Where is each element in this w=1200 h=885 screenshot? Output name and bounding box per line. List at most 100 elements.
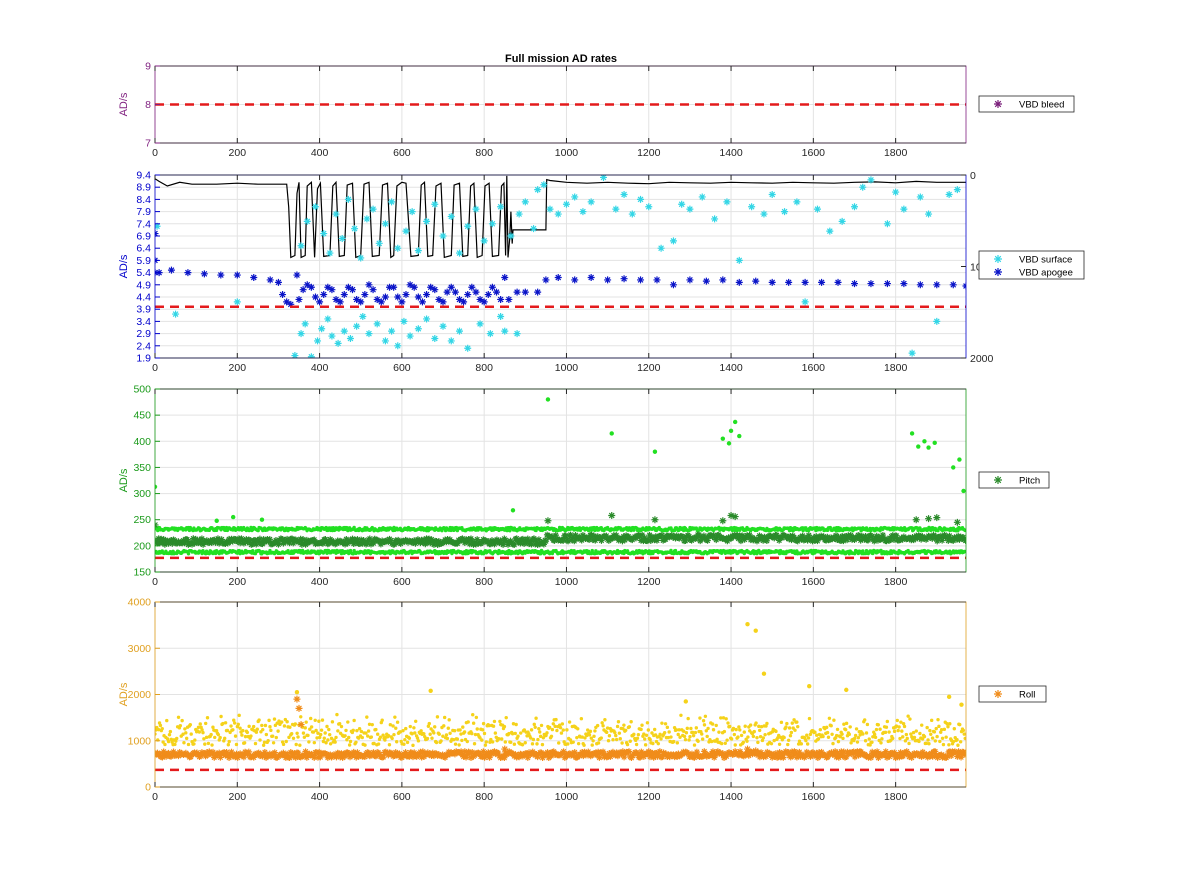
band-point bbox=[460, 738, 464, 743]
legend-marker-icon bbox=[994, 476, 1002, 484]
band-point bbox=[452, 737, 456, 742]
band-point bbox=[390, 736, 394, 741]
band-point bbox=[901, 735, 905, 739]
series-point bbox=[618, 751, 625, 758]
band-point bbox=[281, 742, 286, 747]
band-point bbox=[677, 728, 681, 732]
series-point bbox=[460, 298, 468, 306]
band-point bbox=[861, 549, 865, 553]
series-point bbox=[462, 754, 470, 761]
band-point bbox=[673, 548, 678, 553]
band-point bbox=[493, 731, 498, 735]
band-point bbox=[269, 728, 273, 733]
y-tick-label: 8 bbox=[145, 99, 151, 111]
band-point bbox=[613, 730, 617, 735]
series-point bbox=[796, 534, 804, 541]
series-point bbox=[486, 330, 494, 338]
series-point bbox=[933, 514, 941, 522]
band-point bbox=[763, 732, 767, 737]
band-point bbox=[536, 737, 540, 742]
series-point bbox=[423, 217, 431, 225]
series-point bbox=[447, 283, 455, 291]
band-point bbox=[324, 741, 328, 745]
series-point bbox=[199, 541, 207, 548]
band-point bbox=[226, 743, 231, 747]
series-point bbox=[406, 281, 414, 289]
band-point bbox=[223, 736, 227, 741]
band-point bbox=[936, 717, 940, 722]
series-point bbox=[398, 298, 406, 306]
series-point bbox=[752, 747, 760, 755]
series-point bbox=[818, 278, 826, 286]
band-point bbox=[650, 731, 654, 735]
band-point bbox=[316, 731, 320, 735]
series-point bbox=[870, 751, 877, 759]
series-point bbox=[756, 753, 764, 761]
x-tick-label: 1400 bbox=[719, 791, 743, 803]
series-point bbox=[464, 222, 472, 230]
band-point bbox=[621, 727, 625, 731]
band-point bbox=[760, 738, 765, 743]
series-point bbox=[530, 225, 538, 233]
band-point bbox=[651, 741, 655, 746]
band-point bbox=[378, 735, 383, 739]
series-point bbox=[785, 278, 793, 286]
series-point bbox=[830, 750, 838, 758]
band-point bbox=[202, 737, 206, 741]
series-point bbox=[702, 277, 710, 285]
series-point bbox=[698, 193, 706, 201]
series-point bbox=[851, 753, 859, 761]
series-point bbox=[398, 754, 406, 761]
series-point bbox=[303, 217, 311, 225]
band-point bbox=[196, 725, 201, 730]
band-point bbox=[545, 731, 549, 735]
band-point bbox=[363, 743, 367, 747]
band-point bbox=[243, 734, 248, 739]
series-point bbox=[785, 749, 792, 756]
band-point bbox=[308, 716, 313, 721]
series-point bbox=[214, 535, 222, 542]
series-point bbox=[225, 754, 233, 761]
band-point bbox=[958, 722, 962, 727]
series-point bbox=[493, 288, 501, 296]
series-point bbox=[223, 748, 230, 756]
band-point bbox=[908, 717, 912, 721]
band-point bbox=[186, 552, 191, 556]
series-point bbox=[483, 752, 491, 759]
series-point bbox=[267, 753, 275, 760]
series-point bbox=[762, 753, 770, 760]
series-point bbox=[519, 535, 527, 543]
band-point bbox=[925, 725, 929, 730]
series-point bbox=[317, 753, 324, 761]
band-point bbox=[785, 721, 789, 726]
band-point bbox=[696, 739, 700, 744]
band-point bbox=[874, 727, 879, 732]
band-point bbox=[656, 741, 661, 746]
series-point bbox=[658, 531, 666, 539]
right-y-tick-label: 2000 bbox=[970, 353, 994, 365]
series-point bbox=[260, 536, 267, 543]
band-point bbox=[288, 725, 292, 729]
band-point bbox=[532, 722, 536, 727]
band-point bbox=[301, 731, 306, 735]
series-point bbox=[414, 325, 422, 333]
series-point bbox=[245, 748, 253, 756]
band-point bbox=[334, 735, 338, 740]
band-point bbox=[615, 724, 620, 729]
band-point bbox=[788, 734, 793, 738]
band-point bbox=[298, 743, 302, 747]
band-point bbox=[328, 732, 332, 737]
y-tick-label: 250 bbox=[133, 514, 151, 526]
band-point bbox=[560, 722, 565, 726]
band-point bbox=[903, 739, 908, 743]
band-point bbox=[346, 720, 350, 724]
series-point bbox=[719, 276, 727, 284]
band-point bbox=[575, 735, 579, 740]
band-point bbox=[535, 742, 539, 746]
series-point bbox=[409, 753, 417, 761]
series-point bbox=[835, 754, 843, 761]
band-point bbox=[870, 740, 874, 744]
band-point bbox=[648, 737, 652, 742]
band-point bbox=[675, 741, 680, 745]
series-point bbox=[439, 322, 447, 330]
